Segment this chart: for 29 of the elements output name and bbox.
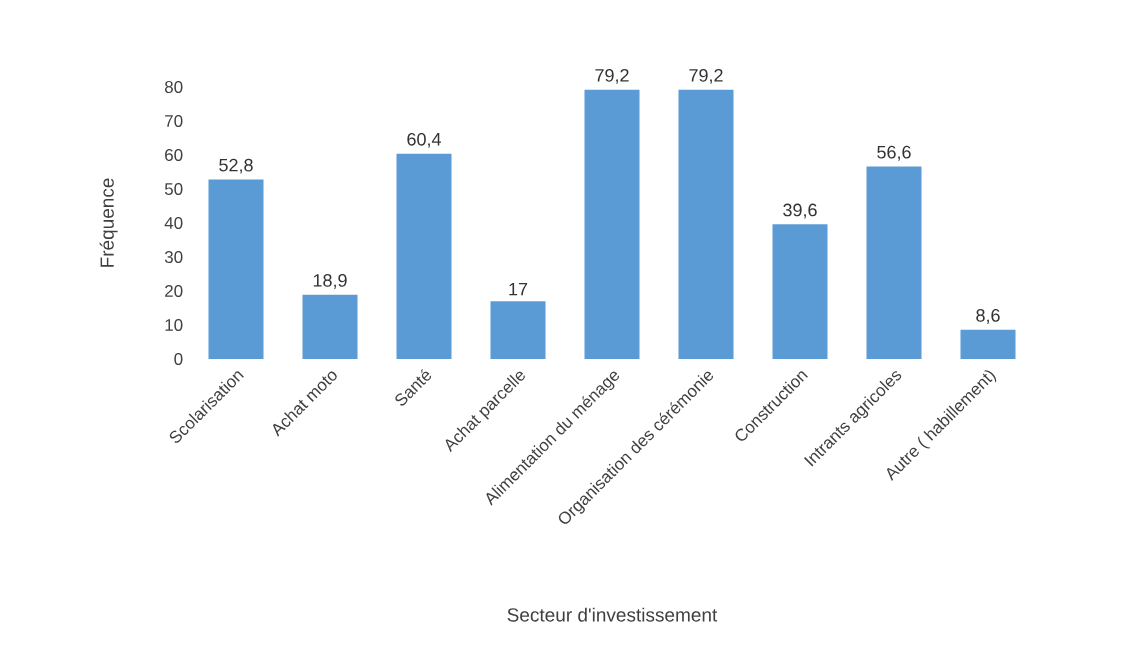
bar <box>866 166 922 359</box>
y-tick-label: 40 <box>164 216 183 230</box>
bar <box>490 301 546 359</box>
bar <box>584 89 640 359</box>
y-axis-title: Fréquence <box>99 178 118 267</box>
y-tick-label: 10 <box>165 318 183 332</box>
y-tick-label: 70 <box>165 114 183 128</box>
bar <box>960 329 1016 359</box>
data-label: 17 <box>509 282 528 296</box>
data-label: 79,2 <box>689 68 723 84</box>
bar <box>208 179 264 359</box>
data-label: 52,8 <box>219 158 253 174</box>
y-tick-label: 50 <box>164 182 183 196</box>
data-label: 79,2 <box>595 68 629 84</box>
data-label: 60,4 <box>407 132 441 148</box>
data-label: 8,6 <box>976 309 1000 324</box>
bar <box>302 294 358 359</box>
bar <box>678 89 734 359</box>
x-axis-title: Secteur d'investissement <box>507 607 718 622</box>
y-tick-label: 0 <box>174 352 183 366</box>
y-tick-label: 30 <box>164 250 183 264</box>
y-tick-label: 80 <box>164 80 183 94</box>
bar <box>396 153 452 359</box>
bar <box>772 224 828 359</box>
data-label: 18,9 <box>313 273 347 289</box>
data-label: 39,6 <box>783 203 817 219</box>
y-tick-label: 20 <box>165 284 183 298</box>
y-tick-label: 60 <box>165 148 183 162</box>
data-label: 56,6 <box>877 145 911 161</box>
